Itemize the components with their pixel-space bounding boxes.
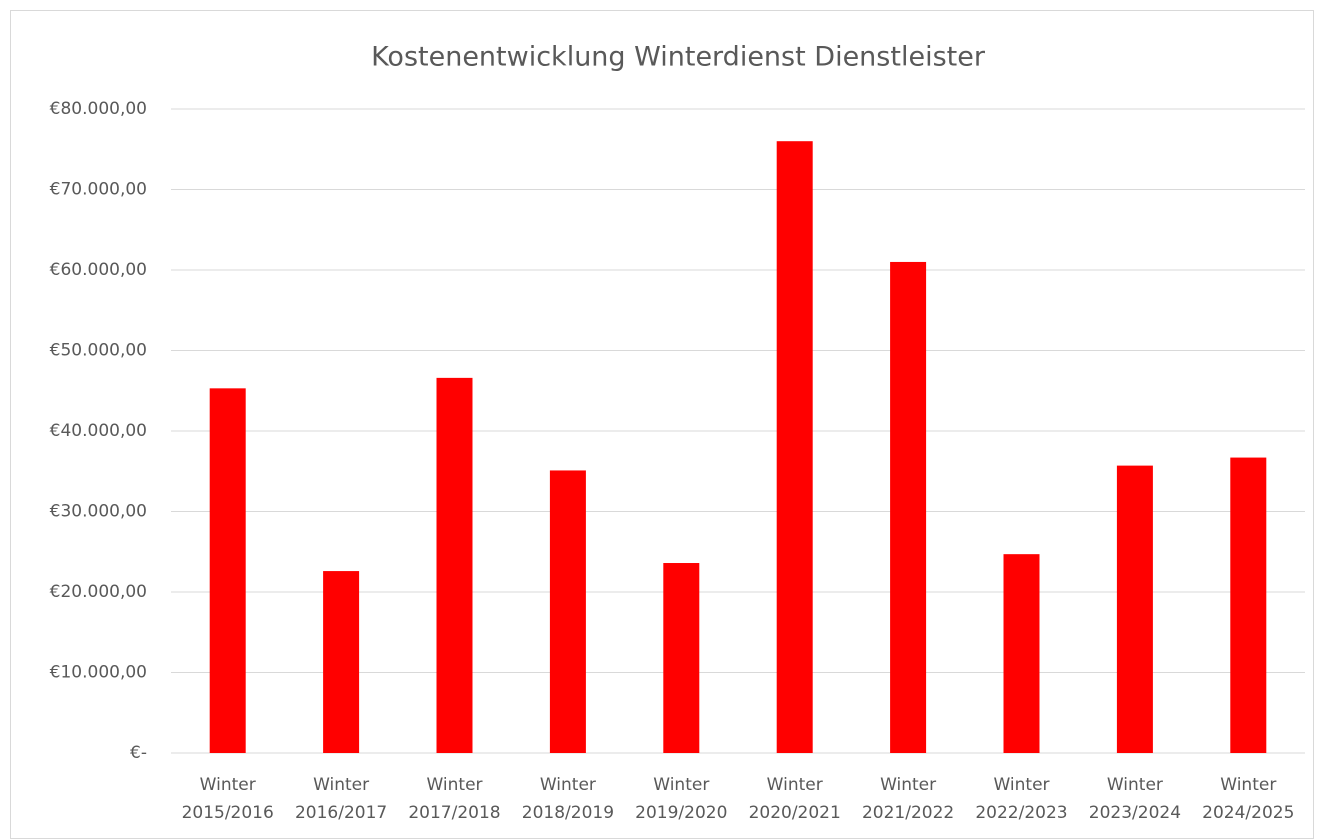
x-tick-label: Winter 2018/2019 [522, 775, 614, 823]
y-tick-label: €30.000,00 [50, 502, 147, 522]
y-tick-label: €40.000,00 [50, 421, 147, 441]
y-tick-label: €10.000,00 [50, 663, 147, 683]
y-tick-label: €50.000,00 [50, 341, 147, 361]
x-tick-label: Winter 2023/2024 [1089, 775, 1181, 823]
bar [436, 377, 473, 753]
bar [323, 571, 360, 753]
x-tick-label: Winter 2019/2020 [635, 775, 727, 823]
x-tick-label: Winter 2024/2025 [1202, 775, 1294, 823]
y-tick-label: €- [130, 743, 147, 763]
bar [209, 388, 246, 753]
x-tick-label: Winter 2016/2017 [295, 775, 387, 823]
x-tick-label: Winter 2015/2016 [182, 775, 274, 823]
y-tick-label: €80.000,00 [50, 99, 147, 119]
bar [663, 563, 700, 753]
x-tick-label: Winter 2017/2018 [408, 775, 500, 823]
x-tick-label: Winter 2021/2022 [862, 775, 954, 823]
bar [1003, 554, 1040, 753]
bar [890, 261, 927, 753]
bar [776, 141, 813, 753]
bar [1230, 457, 1267, 753]
x-tick-label: Winter 2020/2021 [749, 775, 841, 823]
bar [549, 470, 586, 753]
y-tick-label: €60.000,00 [50, 260, 147, 280]
x-tick-label: Winter 2022/2023 [975, 775, 1067, 823]
chart-title: Kostenentwicklung Winterdienst Dienstlei… [371, 42, 986, 73]
bar [1116, 465, 1153, 753]
y-tick-label: €70.000,00 [50, 180, 147, 200]
y-tick-label: €20.000,00 [50, 582, 147, 602]
